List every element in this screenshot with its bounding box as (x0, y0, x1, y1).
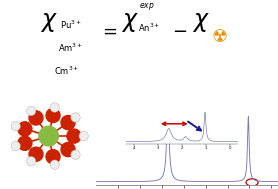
Circle shape (71, 113, 80, 122)
Circle shape (61, 143, 75, 157)
Text: $\mathrm{An^{3+}}$: $\mathrm{An^{3+}}$ (138, 22, 161, 34)
Text: $\mathrm{Pu^{3+}}$: $\mathrm{Pu^{3+}}$ (60, 18, 81, 31)
Circle shape (29, 111, 43, 125)
Text: $\mathit{exp}$: $\mathit{exp}$ (139, 2, 155, 12)
Circle shape (18, 122, 32, 136)
Circle shape (67, 129, 81, 143)
Text: $\chi$: $\chi$ (121, 10, 139, 34)
Text: $\mathrm{Cm^{3+}}$: $\mathrm{Cm^{3+}}$ (54, 65, 80, 77)
Circle shape (61, 115, 75, 130)
Text: ☢: ☢ (212, 28, 228, 46)
Circle shape (71, 150, 80, 160)
Circle shape (29, 147, 43, 161)
Circle shape (46, 150, 60, 164)
Text: $\mathrm{Am^{3+}}$: $\mathrm{Am^{3+}}$ (58, 42, 84, 54)
Circle shape (11, 122, 20, 131)
Circle shape (50, 160, 59, 169)
Text: $\chi$: $\chi$ (192, 10, 210, 34)
Circle shape (46, 108, 60, 122)
Circle shape (26, 156, 36, 166)
Circle shape (18, 136, 32, 150)
Text: $\chi$: $\chi$ (40, 10, 58, 34)
Circle shape (50, 103, 59, 112)
Circle shape (39, 126, 58, 146)
Text: $-$: $-$ (172, 21, 187, 40)
Circle shape (26, 106, 36, 116)
Circle shape (11, 141, 20, 151)
Circle shape (79, 131, 88, 141)
Text: $=$: $=$ (99, 21, 117, 40)
